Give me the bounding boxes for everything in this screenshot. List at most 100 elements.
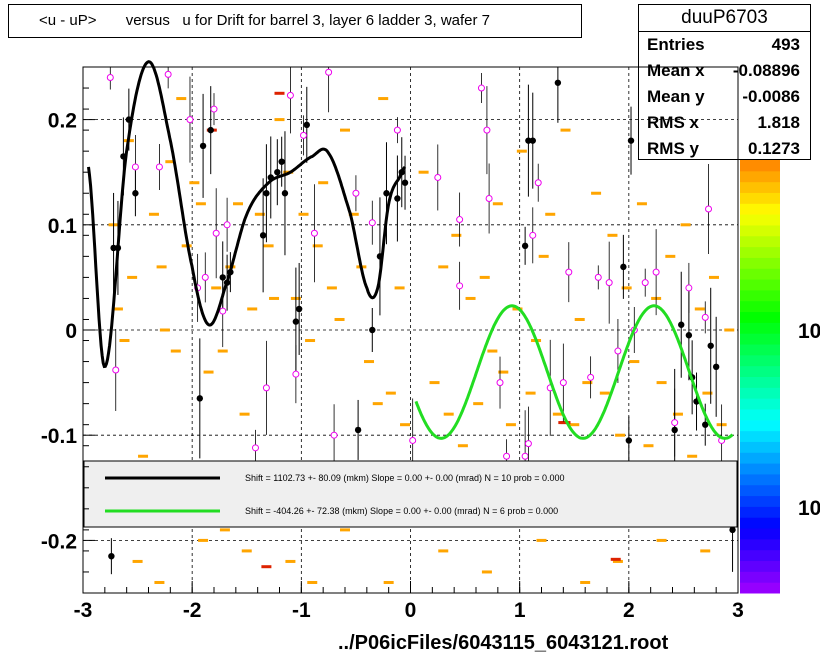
- palette-label: 10: [798, 497, 820, 520]
- orange-marker: [615, 433, 626, 437]
- orange-marker: [189, 181, 200, 185]
- profile-point: [729, 526, 736, 534]
- profile-point: [627, 137, 635, 144]
- magenta-marker: [262, 384, 270, 392]
- orange-marker: [176, 97, 187, 101]
- profile-point: [554, 79, 562, 86]
- magenta-marker: [614, 347, 622, 355]
- palette-cell: [740, 257, 780, 269]
- palette-cell: [740, 387, 780, 399]
- profile-point: [207, 126, 214, 134]
- stats-label: RMS x: [647, 113, 699, 132]
- magenta-marker: [524, 440, 532, 448]
- orange-marker: [694, 307, 705, 311]
- palette-cell: [740, 289, 780, 302]
- profile-point: [383, 190, 390, 197]
- profile-point: [303, 121, 310, 129]
- legend-box: [83, 460, 738, 528]
- palette-cell: [740, 235, 780, 248]
- profile-point: [707, 342, 714, 349]
- orange-marker: [465, 296, 476, 300]
- palette-label: 10: [798, 320, 820, 343]
- palette-cell: [740, 203, 780, 215]
- palette-cell: [740, 571, 780, 583]
- orange-marker: [285, 559, 296, 563]
- profile-point: [278, 158, 285, 165]
- palette-cell: [740, 376, 780, 388]
- palette-cell: [740, 473, 780, 486]
- orange-marker: [591, 191, 602, 195]
- palette-cell: [740, 311, 780, 323]
- palette-cell: [740, 300, 780, 313]
- stats-box: duuP6703 Entries 493 Mean x -0.08896 Mea…: [638, 4, 811, 160]
- magenta-marker: [155, 163, 163, 171]
- palette-cell: [740, 398, 780, 410]
- magenta-marker: [521, 452, 529, 460]
- profile-point: [678, 321, 685, 328]
- orange-marker: [580, 580, 591, 584]
- magenta-marker: [534, 179, 542, 187]
- profile-point: [702, 421, 709, 428]
- orange-marker: [203, 370, 214, 374]
- orange-marker: [438, 265, 449, 269]
- palette-cell: [740, 224, 780, 237]
- y-tick-label: -0.2: [41, 530, 77, 553]
- palette-cell: [740, 268, 780, 280]
- magenta-marker: [483, 126, 491, 134]
- palette-cell: [740, 463, 780, 475]
- magenta-marker: [212, 229, 220, 237]
- orange-marker: [239, 412, 250, 416]
- magenta-marker: [286, 91, 294, 99]
- orange-marker: [702, 391, 713, 395]
- x-tick-label: 0: [405, 599, 417, 622]
- plot-title: <u - uP> versus u for Drift for barrel 3…: [8, 4, 582, 38]
- orange-marker: [233, 202, 244, 206]
- magenta-marker: [456, 282, 464, 290]
- y-tick-label: 0: [65, 320, 77, 343]
- orange-marker: [263, 244, 274, 248]
- orange-marker: [443, 412, 454, 416]
- orange-marker: [687, 454, 698, 458]
- red-marker: [610, 557, 621, 561]
- orange-marker: [552, 412, 563, 416]
- fit-curves: [87, 60, 734, 440]
- orange-marker: [400, 423, 411, 427]
- legend-entry: Shift = 1102.73 +- 80.09 (mkm) Slope = 0…: [245, 473, 565, 483]
- palette-cell: [740, 344, 780, 356]
- orange-marker: [621, 286, 632, 290]
- x-tick-label: -1: [292, 599, 311, 622]
- palette-cell: [740, 160, 780, 172]
- magenta-marker: [565, 268, 573, 276]
- palette-cell: [740, 333, 780, 345]
- palette-cell: [740, 170, 780, 183]
- profile-point: [529, 137, 536, 144]
- profile-point: [401, 179, 409, 186]
- orange-marker: [254, 212, 265, 216]
- orange-marker: [211, 286, 222, 290]
- palette-cell: [740, 582, 780, 594]
- fit-curve-green: [414, 304, 734, 440]
- orange-marker: [159, 328, 170, 332]
- palette-cell: [740, 528, 780, 540]
- orange-marker: [700, 549, 711, 553]
- orange-marker: [241, 549, 252, 553]
- magenta-marker: [409, 436, 417, 444]
- profile-point: [620, 263, 627, 271]
- profile-point: [712, 363, 720, 371]
- palette-cell: [740, 517, 780, 529]
- palette-cell: [740, 441, 780, 453]
- magenta-marker: [641, 279, 649, 287]
- orange-marker: [312, 244, 323, 248]
- profile-point: [274, 169, 281, 176]
- stats-value: 493: [771, 35, 800, 54]
- magenta-marker: [559, 379, 567, 387]
- orange-marker: [378, 97, 389, 101]
- magenta-marker: [594, 273, 602, 281]
- orange-marker: [340, 128, 350, 132]
- stats-row-entries: Entries 493: [639, 32, 810, 58]
- magenta-markers: [106, 67, 726, 503]
- profile-point: [521, 242, 529, 250]
- orange-marker: [198, 538, 209, 542]
- orange-marker: [516, 149, 527, 153]
